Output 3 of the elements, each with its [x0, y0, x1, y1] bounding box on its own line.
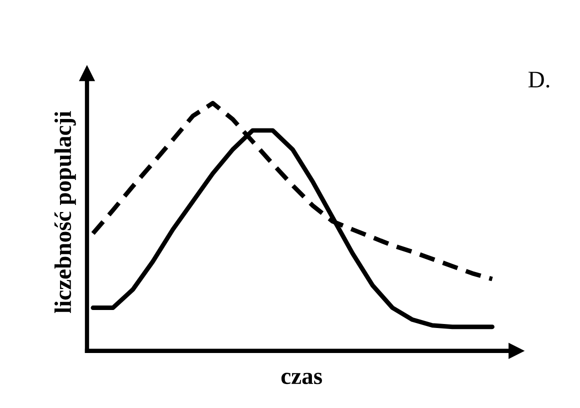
x-axis-title: czas — [281, 372, 322, 384]
text: D. — [528, 72, 550, 88]
y-axis-title: liczebność populacji — [54, 111, 76, 314]
